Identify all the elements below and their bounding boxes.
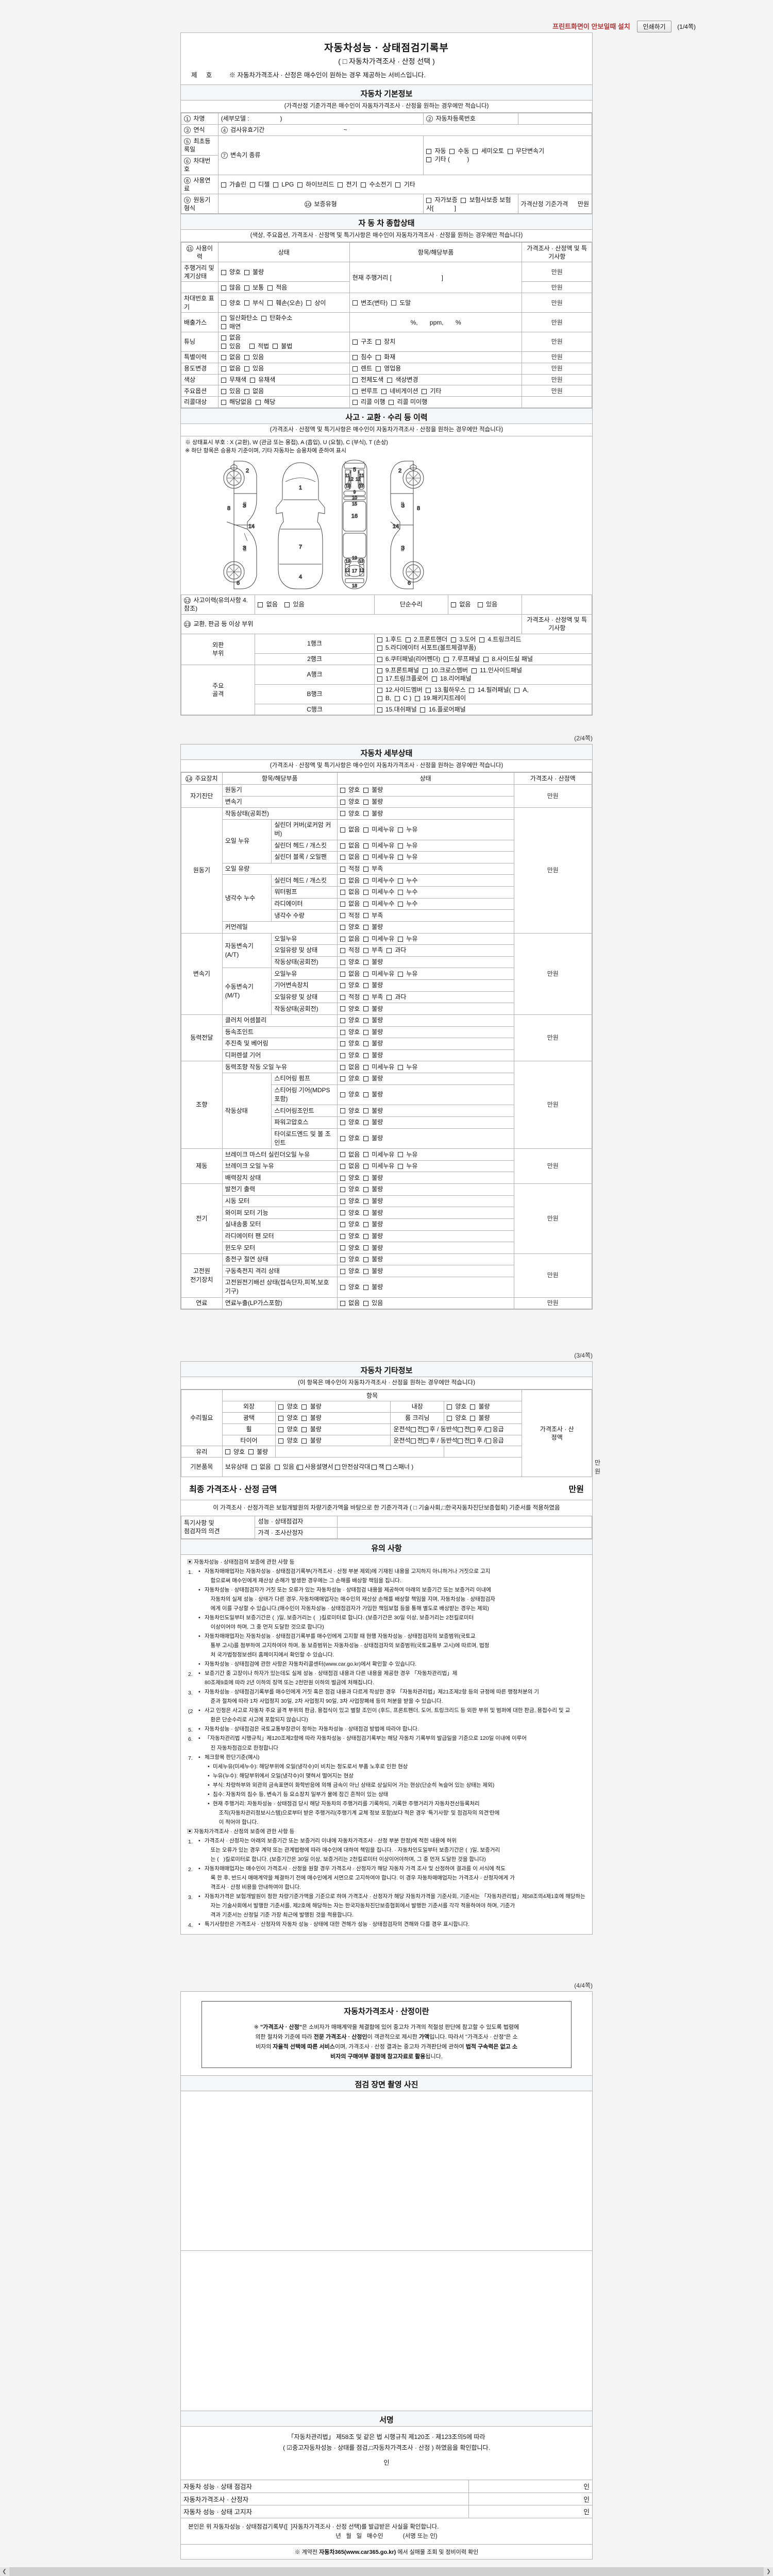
svg-text:17: 17 [352, 568, 357, 573]
svg-text:16: 16 [351, 513, 358, 519]
svg-text:14: 14 [393, 523, 399, 530]
svg-text:3: 3 [243, 545, 246, 551]
svg-text:13: 13 [346, 484, 350, 488]
svg-text:7: 7 [299, 544, 302, 550]
svg-text:19: 19 [352, 555, 357, 561]
svg-text:12: 12 [345, 568, 350, 573]
svg-text:13: 13 [359, 559, 364, 564]
svg-text:10: 10 [352, 495, 357, 500]
svg-text:9: 9 [353, 489, 356, 495]
svg-text:3: 3 [401, 503, 405, 509]
svg-text:14: 14 [248, 523, 255, 530]
svg-text:8: 8 [227, 505, 230, 512]
svg-text:13: 13 [359, 484, 364, 488]
svg-text:3: 3 [243, 503, 246, 509]
svg-text:18: 18 [352, 583, 357, 588]
svg-text:6: 6 [237, 580, 240, 586]
svg-text:1: 1 [299, 485, 302, 491]
svg-text:3: 3 [401, 545, 405, 551]
svg-text:8: 8 [417, 505, 420, 512]
svg-text:4: 4 [299, 574, 302, 580]
svg-text:2: 2 [398, 468, 401, 474]
svg-text:12: 12 [356, 477, 361, 482]
svg-text:12: 12 [359, 568, 364, 573]
svg-text:13: 13 [346, 559, 350, 564]
svg-text:2: 2 [246, 468, 249, 474]
svg-text:6: 6 [408, 580, 411, 586]
svg-text:12: 12 [348, 477, 354, 482]
svg-text:15: 15 [352, 501, 357, 506]
svg-text:5: 5 [353, 467, 356, 473]
